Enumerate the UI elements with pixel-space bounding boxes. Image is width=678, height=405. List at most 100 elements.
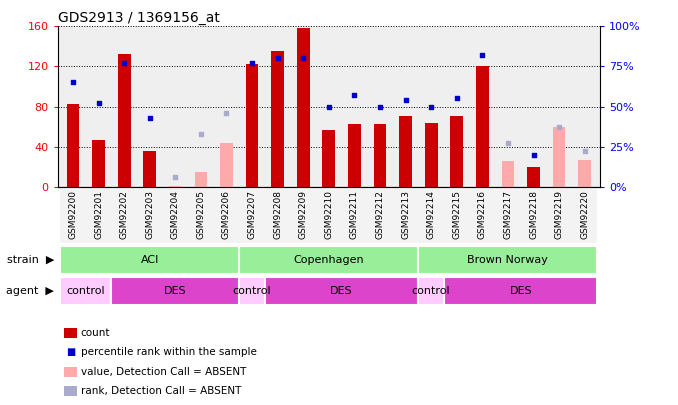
- Point: [247, 60, 258, 66]
- Bar: [553, 126, 565, 187]
- Text: DES: DES: [509, 286, 532, 296]
- Text: GSM92215: GSM92215: [452, 190, 461, 239]
- Point: [349, 92, 360, 98]
- Bar: [239, 189, 265, 243]
- Point: [93, 100, 104, 107]
- Text: GSM92210: GSM92210: [324, 190, 334, 239]
- Point: [477, 52, 487, 58]
- Point: [426, 103, 437, 110]
- Bar: [572, 189, 597, 243]
- Bar: [66, 104, 79, 187]
- Point: [273, 55, 283, 62]
- Text: GSM92203: GSM92203: [145, 190, 154, 239]
- Text: control: control: [66, 286, 105, 296]
- Bar: [220, 143, 233, 187]
- Text: GSM92211: GSM92211: [350, 190, 359, 239]
- Point: [144, 115, 155, 121]
- Text: strain  ▶: strain ▶: [7, 255, 54, 265]
- Text: GSM92214: GSM92214: [426, 190, 436, 239]
- Bar: [297, 28, 310, 187]
- Bar: [239, 277, 265, 305]
- Text: GSM92220: GSM92220: [580, 190, 589, 239]
- Text: GDS2913 / 1369156_at: GDS2913 / 1369156_at: [58, 11, 220, 25]
- Text: GSM92216: GSM92216: [478, 190, 487, 239]
- Text: percentile rank within the sample: percentile rank within the sample: [81, 347, 256, 357]
- Point: [323, 103, 334, 110]
- Text: GSM92212: GSM92212: [376, 190, 384, 239]
- Text: GSM92218: GSM92218: [529, 190, 538, 239]
- Text: GSM92202: GSM92202: [119, 190, 129, 239]
- Text: GSM92206: GSM92206: [222, 190, 231, 239]
- Text: control: control: [233, 286, 271, 296]
- Bar: [137, 189, 163, 243]
- Point: [298, 55, 308, 62]
- Bar: [470, 189, 495, 243]
- Text: GSM92208: GSM92208: [273, 190, 282, 239]
- Bar: [450, 115, 463, 187]
- Bar: [188, 189, 214, 243]
- Bar: [111, 189, 137, 243]
- Bar: [60, 189, 86, 243]
- Text: GSM92201: GSM92201: [94, 190, 103, 239]
- Bar: [245, 64, 258, 187]
- Point: [170, 174, 181, 180]
- Text: ■: ■: [66, 347, 75, 357]
- Bar: [444, 189, 470, 243]
- Point: [119, 60, 129, 66]
- Bar: [86, 189, 111, 243]
- Bar: [418, 277, 444, 305]
- Bar: [418, 189, 444, 243]
- Bar: [393, 189, 418, 243]
- Text: control: control: [412, 286, 450, 296]
- Bar: [118, 54, 131, 187]
- Bar: [92, 140, 105, 187]
- Text: Copenhagen: Copenhagen: [294, 255, 364, 265]
- Point: [502, 140, 513, 147]
- Text: DES: DES: [164, 286, 186, 296]
- Bar: [265, 277, 418, 305]
- Bar: [342, 189, 367, 243]
- Bar: [60, 277, 111, 305]
- Text: GSM92219: GSM92219: [555, 190, 563, 239]
- Text: GSM92200: GSM92200: [68, 190, 77, 239]
- Bar: [444, 277, 597, 305]
- Text: agent  ▶: agent ▶: [6, 286, 54, 296]
- Bar: [527, 167, 540, 187]
- Bar: [399, 115, 412, 187]
- Bar: [60, 246, 239, 274]
- Text: count: count: [81, 328, 111, 338]
- Text: GSM92217: GSM92217: [504, 190, 513, 239]
- Bar: [169, 186, 182, 187]
- Text: value, Detection Call = ABSENT: value, Detection Call = ABSENT: [81, 367, 246, 377]
- Bar: [418, 246, 597, 274]
- Text: GSM92207: GSM92207: [247, 190, 256, 239]
- Point: [68, 79, 79, 86]
- Bar: [163, 189, 188, 243]
- Bar: [374, 124, 386, 187]
- Point: [452, 95, 462, 102]
- Point: [400, 97, 411, 103]
- Text: GSM92205: GSM92205: [197, 190, 205, 239]
- Point: [579, 148, 590, 155]
- Text: ACI: ACI: [140, 255, 159, 265]
- Bar: [546, 189, 572, 243]
- Text: DES: DES: [330, 286, 353, 296]
- Point: [554, 124, 565, 130]
- Bar: [271, 51, 284, 187]
- Bar: [476, 66, 489, 187]
- Bar: [425, 123, 437, 187]
- Text: GSM92213: GSM92213: [401, 190, 410, 239]
- Bar: [143, 151, 156, 187]
- Bar: [214, 189, 239, 243]
- Text: GSM92209: GSM92209: [299, 190, 308, 239]
- Point: [374, 103, 385, 110]
- Bar: [316, 189, 342, 243]
- Text: rank, Detection Call = ABSENT: rank, Detection Call = ABSENT: [81, 386, 241, 396]
- Text: Brown Norway: Brown Norway: [468, 255, 549, 265]
- Bar: [111, 277, 239, 305]
- Bar: [495, 189, 521, 243]
- Point: [221, 110, 232, 116]
- Bar: [239, 246, 418, 274]
- Text: GSM92204: GSM92204: [171, 190, 180, 239]
- Bar: [265, 189, 290, 243]
